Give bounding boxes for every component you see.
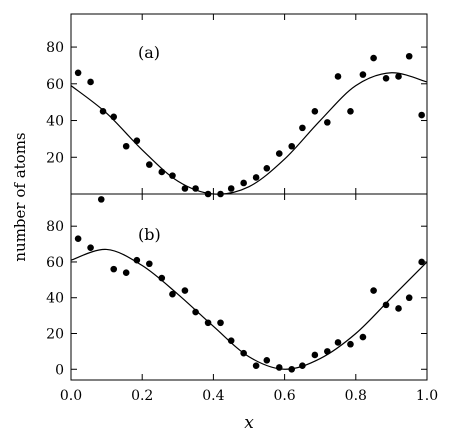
data-point — [133, 137, 141, 145]
data-point — [382, 301, 390, 309]
y-tick-label: 40 — [46, 114, 64, 130]
panel-a: 20 40 60 80 (a) — [46, 13, 428, 198]
panel-b-frame — [70, 193, 428, 381]
data-point — [299, 124, 306, 132]
data-point — [158, 168, 166, 176]
y-tick-label: 80 — [46, 219, 64, 235]
data-point — [252, 362, 260, 369]
x-tick-label: 0.0 — [60, 388, 82, 404]
data-point — [359, 71, 367, 78]
data-point — [252, 174, 260, 181]
data-point — [370, 287, 377, 294]
data-point — [110, 265, 118, 273]
data-point — [263, 164, 271, 172]
panel-b-y-tick-labels: 0 20 40 60 80 — [46, 219, 64, 378]
x-tick-label: 0.2 — [131, 388, 153, 404]
data-point — [418, 111, 425, 119]
data-point — [405, 294, 413, 302]
panel-a-label: (a) — [138, 43, 160, 62]
data-point — [99, 108, 107, 115]
data-point — [158, 274, 166, 282]
panel-a-frame — [70, 13, 428, 195]
data-point — [181, 287, 189, 294]
data-point — [146, 260, 153, 268]
data-point — [311, 351, 319, 359]
data-point — [382, 74, 390, 82]
data-point — [192, 185, 199, 192]
panel-a-fit-curve — [70, 72, 428, 195]
data-point — [405, 52, 413, 60]
panel-b-label: (b) — [138, 225, 161, 244]
panel-a-y-tick-labels: 20 40 60 80 — [46, 40, 64, 166]
data-point — [324, 119, 331, 126]
panel-b-ticks — [70, 194, 428, 380]
data-point — [87, 244, 94, 251]
y-tick-label: 20 — [46, 150, 64, 166]
data-point — [192, 308, 199, 316]
data-point — [204, 319, 212, 327]
data-point — [74, 235, 82, 243]
data-point — [169, 290, 176, 298]
data-point — [334, 339, 342, 346]
data-point — [87, 78, 94, 86]
y-tick-label: 60 — [46, 255, 64, 271]
data-point — [133, 256, 141, 264]
y-tick-label: 60 — [46, 77, 64, 93]
data-point — [146, 161, 153, 168]
data-point — [97, 196, 105, 203]
panel-b-fit-curve — [70, 248, 428, 370]
panel-a-ticks — [70, 14, 428, 194]
y-tick-label: 20 — [46, 327, 64, 343]
data-point — [263, 357, 271, 364]
data-point — [240, 349, 247, 357]
x-tick-label: 0.4 — [202, 388, 224, 404]
panel-a-data-points — [74, 52, 425, 198]
data-point — [217, 319, 224, 327]
data-point — [347, 340, 354, 348]
data-point — [334, 73, 342, 80]
y-tick-label: 40 — [46, 291, 64, 307]
x-tick-labels: 0.0 0.2 0.4 0.6 0.8 1.0 — [60, 388, 438, 404]
x-tick-label: 1.0 — [416, 388, 438, 404]
data-point — [169, 172, 176, 179]
data-point — [370, 54, 377, 62]
data-point — [122, 269, 130, 276]
data-point — [240, 179, 247, 187]
x-tick-label: 0.8 — [345, 388, 367, 404]
data-point — [275, 150, 283, 157]
y-axis-title: number of atoms — [11, 132, 29, 261]
data-point — [347, 108, 354, 115]
x-tick-label: 0.6 — [273, 388, 295, 404]
data-point — [110, 113, 118, 121]
data-point — [359, 333, 367, 341]
data-point — [74, 69, 82, 77]
panel-b-data-points — [74, 196, 425, 373]
data-point — [395, 305, 402, 312]
panel-b: 0 20 40 60 80 (b) — [46, 193, 428, 381]
data-point — [299, 362, 306, 369]
data-point — [288, 365, 296, 373]
data-point — [311, 108, 319, 115]
data-point — [288, 142, 296, 150]
data-point — [395, 73, 402, 80]
data-point — [227, 185, 235, 192]
data-point — [324, 348, 331, 355]
data-point — [275, 364, 283, 371]
data-point — [122, 142, 130, 150]
data-point — [181, 185, 189, 192]
x-axis-title: x — [244, 413, 254, 433]
y-tick-label: 80 — [46, 40, 64, 56]
y-tick-label: 0 — [55, 362, 64, 378]
data-point — [227, 337, 235, 344]
data-point — [418, 258, 425, 266]
